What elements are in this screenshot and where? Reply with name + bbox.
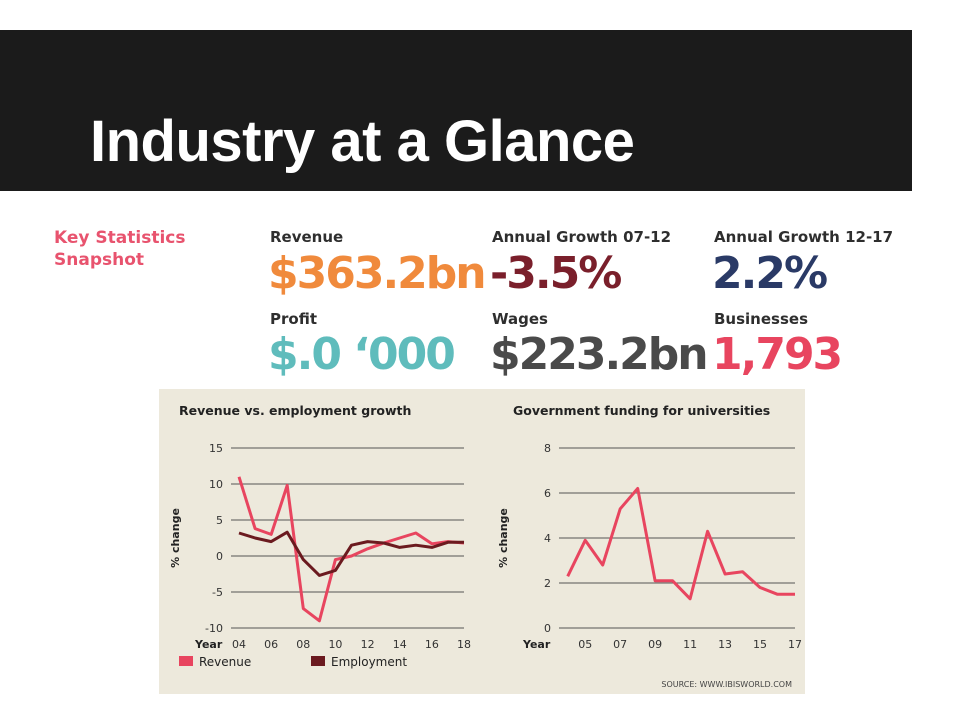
chart2-xtick-label: 11 <box>683 638 697 651</box>
growth-07-12-value: -3.5% <box>490 248 622 299</box>
legend-employment-swatch <box>311 656 325 666</box>
charts-panel: Revenue vs. employment growth Government… <box>159 389 805 694</box>
snapshot-heading-line1: Key Statistics <box>54 228 186 248</box>
chart1-xtick-label: 16 <box>425 638 439 651</box>
growth-07-12-label: Annual Growth 07-12 <box>492 228 672 246</box>
legend-revenue-label: Revenue <box>199 655 251 669</box>
chart1-ytick-label: 15 <box>209 442 223 455</box>
chart1-xtick-label: 06 <box>264 638 278 651</box>
chart1-ytick-label: 10 <box>209 478 223 491</box>
profit-label: Profit <box>270 310 317 328</box>
chart1-ytick-label: -5 <box>212 586 223 599</box>
chart2-xtick-label: 13 <box>718 638 732 651</box>
revenue-label: Revenue <box>270 228 344 246</box>
wages-value: $223.2bn <box>490 329 709 380</box>
chart1-xtick-label: 04 <box>232 638 246 651</box>
businesses-value: 1,793 <box>712 329 843 380</box>
chart2-xtick-label: 05 <box>578 638 592 651</box>
legend-employment-label: Employment <box>331 655 407 669</box>
chart1-ytick-label: -10 <box>205 622 223 635</box>
chart1-xtick-label: 14 <box>393 638 407 651</box>
chart1-title: Revenue vs. employment growth <box>179 403 411 418</box>
chart1-xtick-label: 08 <box>296 638 310 651</box>
chart2-xtick-label: 17 <box>788 638 802 651</box>
chart2-xtick-label: 09 <box>648 638 662 651</box>
slide-title: Industry at a Glance <box>90 109 635 174</box>
chart1-xtick-label: 18 <box>457 638 471 651</box>
growth-12-17-label: Annual Growth 12-17 <box>714 228 894 246</box>
chart1-series-revenue-line <box>237 476 465 623</box>
chart2: 8 6 4 2 0 05 07 09 11 13 15 17 Year % change <box>497 442 802 651</box>
snapshot-heading: Key Statistics Snapshot <box>54 227 185 271</box>
charts-svg: Revenue vs. employment growth Government… <box>169 403 802 689</box>
chart2-yaxis-label: % change <box>497 508 510 568</box>
chart1-ytick-label: 0 <box>216 550 223 563</box>
title-bar <box>0 30 912 191</box>
growth-12-17-value: 2.2% <box>712 248 828 299</box>
chart2-xtick-label: 15 <box>753 638 767 651</box>
chart2-ytick-label: 4 <box>544 532 551 545</box>
businesses-label: Businesses <box>714 310 808 328</box>
chart1-xtick-label: 12 <box>361 638 375 651</box>
revenue-value: $363.2bn <box>268 248 487 299</box>
wages-label: Wages <box>492 310 548 328</box>
chart1-xtick-label: 10 <box>328 638 342 651</box>
chart1-xaxis-label: Year <box>194 638 223 651</box>
chart2-title: Government funding for universities <box>513 403 770 418</box>
chart2-xtick-label: 07 <box>613 638 627 651</box>
chart2-xaxis-label: Year <box>522 638 551 651</box>
snapshot-heading-line2: Snapshot <box>54 250 145 270</box>
chart2-series-funding-line <box>566 487 795 601</box>
profit-value: $.0 ‘000 <box>268 329 456 380</box>
chart1: 15 10 5 0 -5 -10 04 06 08 10 12 14 16 18 Year % change <box>169 442 471 651</box>
legend-revenue-swatch <box>179 656 193 666</box>
chart1-series-employment-line <box>238 530 464 577</box>
chart2-ytick-label: 2 <box>544 577 551 590</box>
chart2-ytick-label: 0 <box>544 622 551 635</box>
chart1-yaxis-label: % change <box>169 508 182 568</box>
chart2-ytick-label: 8 <box>544 442 551 455</box>
source-note: SOURCE: WWW.IBISWORLD.COM <box>661 680 792 689</box>
chart1-ytick-label: 5 <box>216 514 223 527</box>
chart2-ytick-label: 6 <box>544 487 551 500</box>
